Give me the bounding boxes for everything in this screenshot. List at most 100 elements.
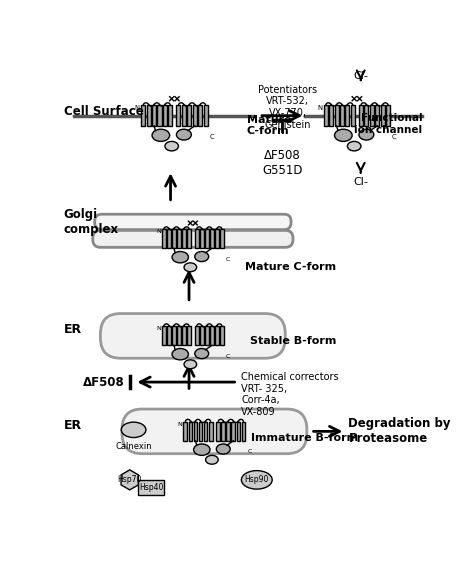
Bar [215,229,219,248]
Bar [359,105,363,126]
Text: N: N [156,327,161,332]
Text: Stable B-form: Stable B-form [250,336,336,346]
Bar [221,422,225,441]
Bar [195,327,199,345]
Ellipse shape [121,422,146,438]
Bar [187,229,191,248]
Bar [381,105,385,126]
Ellipse shape [206,456,218,464]
Ellipse shape [193,444,210,456]
Bar [176,105,181,126]
Bar [340,105,344,126]
Bar [205,327,209,345]
Text: N: N [156,229,161,234]
Bar [193,105,197,126]
Bar [177,229,181,248]
Bar [187,327,191,345]
Bar [216,422,220,441]
Bar [242,422,246,441]
Bar [172,229,176,248]
Text: C: C [226,256,230,261]
Bar [182,327,186,345]
Ellipse shape [172,349,189,360]
Bar [365,105,368,126]
Text: Cl-: Cl- [353,177,368,187]
Bar [335,105,338,126]
Bar [189,422,192,441]
Bar [237,422,240,441]
Text: ΔF508
G551D: ΔF508 G551D [262,149,302,177]
Bar [220,229,224,248]
Bar [157,105,162,126]
Bar [231,422,235,441]
Bar [209,422,212,441]
Bar [324,105,328,126]
Bar [200,327,204,345]
Bar [215,327,219,345]
Ellipse shape [152,129,170,142]
Text: C: C [247,449,252,454]
Text: Hsp40: Hsp40 [139,483,164,492]
Bar [162,229,166,248]
Ellipse shape [347,142,361,151]
Ellipse shape [165,142,178,151]
FancyBboxPatch shape [95,214,291,230]
Bar [204,422,208,441]
Text: Potentiators
VRT-532,
VX-770,
Genistein: Potentiators VRT-532, VX-770, Genistein [258,85,317,130]
Bar [198,105,202,126]
Bar [195,229,199,248]
Text: N: N [177,422,182,427]
Bar [172,327,176,345]
Bar [146,105,151,126]
Text: Calnexin: Calnexin [115,442,152,451]
Text: N: N [317,105,322,111]
Ellipse shape [241,471,272,489]
Bar [182,229,186,248]
Text: Golgi
complex: Golgi complex [64,208,118,236]
Text: ΔF508: ΔF508 [82,376,125,389]
Bar [141,105,145,126]
Text: Mature C-form: Mature C-form [245,261,337,272]
Bar [386,105,390,126]
Bar [220,327,224,345]
Bar [167,327,171,345]
Bar [210,229,214,248]
Bar [183,422,187,441]
Bar [375,105,379,126]
Ellipse shape [172,251,189,263]
Bar [203,105,208,126]
FancyBboxPatch shape [100,314,285,358]
Bar [168,105,173,126]
Text: Immature B-form: Immature B-form [251,432,358,443]
Text: Functional
ion channel: Functional ion channel [354,113,422,135]
Bar [163,105,167,126]
Ellipse shape [359,129,374,140]
Ellipse shape [184,360,197,368]
Bar [227,422,230,441]
Text: C: C [210,134,214,140]
Text: Cell Surface: Cell Surface [64,105,143,118]
Text: C: C [392,134,397,140]
Ellipse shape [195,349,209,359]
Text: ER: ER [64,323,82,336]
Text: Mature
C-form: Mature C-form [247,115,292,136]
Ellipse shape [335,129,352,142]
Ellipse shape [176,129,191,140]
Bar [152,105,156,126]
Bar [187,105,191,126]
FancyBboxPatch shape [138,480,164,495]
Text: C: C [226,354,230,359]
FancyBboxPatch shape [122,409,307,454]
Bar [205,229,209,248]
FancyBboxPatch shape [93,230,293,247]
Text: Hsp90: Hsp90 [245,475,269,484]
Bar [329,105,333,126]
Text: N: N [135,105,140,111]
Bar [162,327,166,345]
Bar [210,327,214,345]
Text: Degradation by
Proteasome: Degradation by Proteasome [348,417,451,445]
Bar [200,229,204,248]
Text: ER: ER [64,419,82,432]
Ellipse shape [216,444,230,454]
Bar [193,422,197,441]
